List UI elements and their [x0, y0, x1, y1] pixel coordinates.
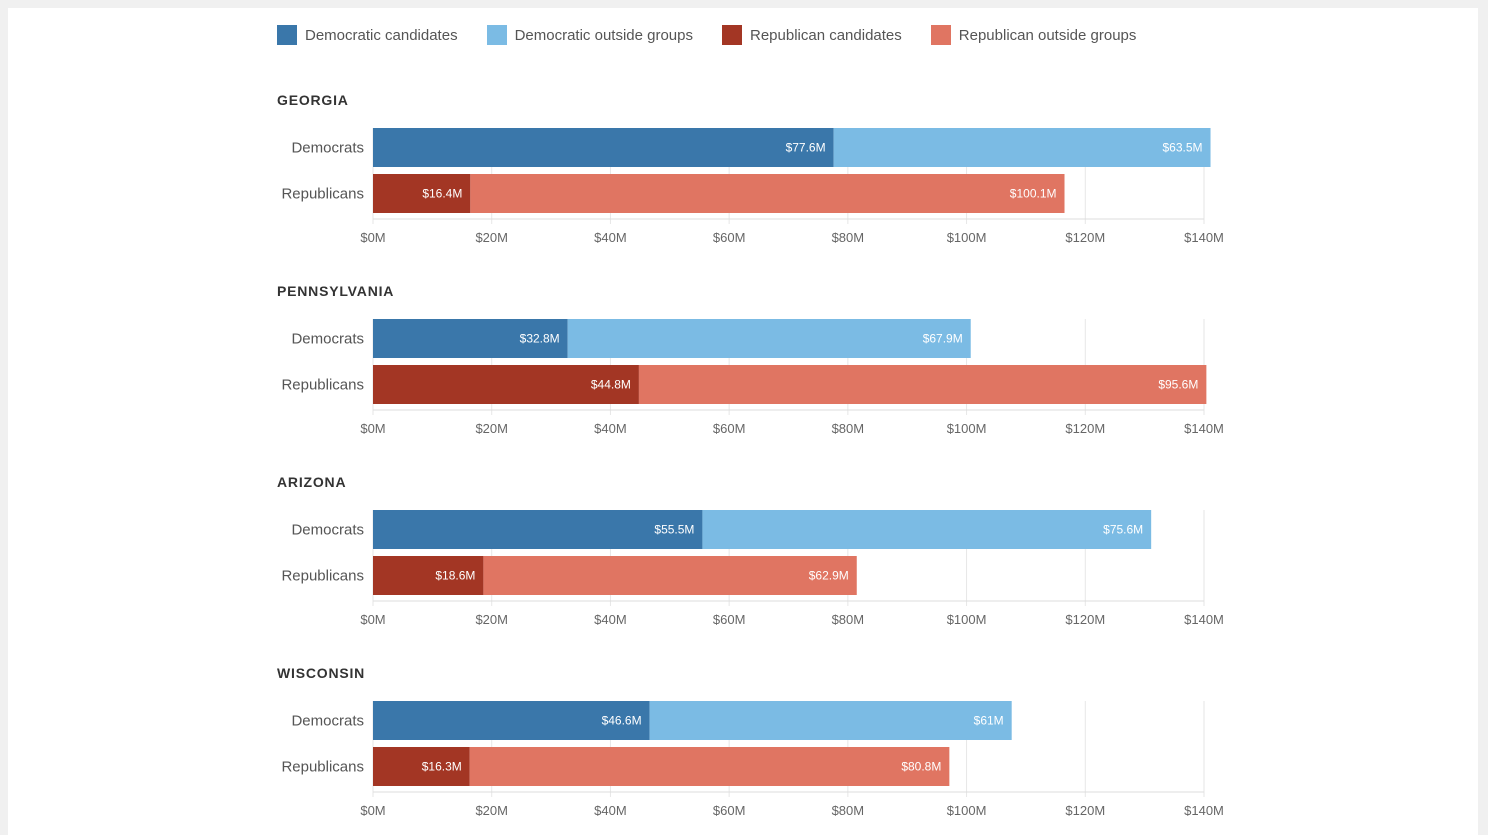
- x-tick-label: $40M: [594, 803, 627, 818]
- data-label: $16.4M: [422, 187, 462, 201]
- data-label: $80.8M: [901, 760, 941, 774]
- legend-swatch-democratic-outside-groups: [486, 25, 507, 45]
- x-tick-label: $140M: [1184, 803, 1224, 818]
- bar-segment-democratic-candidates: [373, 319, 568, 358]
- bar-segment-republican-candidates: [373, 747, 470, 786]
- bar-segment-republican-outside-groups: [470, 174, 1065, 213]
- x-tick-label: $0M: [360, 612, 385, 627]
- row-label-republicans: Republicans: [281, 186, 364, 203]
- bar-segment-republican-candidates: [373, 174, 471, 213]
- x-tick-label: $60M: [713, 803, 746, 818]
- data-label: $61M: [974, 714, 1004, 728]
- bar-segment-democratic-candidates: [373, 128, 834, 167]
- bar-segment-democratic-outside-groups: [702, 510, 1152, 549]
- data-label: $95.6M: [1158, 378, 1198, 392]
- panel-title-wisconsin: WISCONSIN: [277, 665, 365, 681]
- data-label: $18.6M: [435, 569, 475, 583]
- legend-swatch-democratic-candidates: [277, 25, 297, 45]
- x-tick-label: $0M: [360, 803, 385, 818]
- row-label-republicans: Republicans: [281, 759, 364, 776]
- chart-legend: Democratic candidates Democratic outside…: [277, 25, 1165, 45]
- x-tick-label: $20M: [475, 803, 508, 818]
- x-tick-label: $20M: [475, 612, 508, 627]
- x-tick-label: $0M: [360, 230, 385, 245]
- legend-swatch-republican-candidates: [722, 25, 742, 45]
- bar-segment-democratic-outside-groups: [833, 128, 1211, 167]
- legend-item-republican-candidates: Republican candidates: [722, 25, 902, 45]
- row-label-democrats: Democrats: [291, 522, 364, 539]
- row-label-democrats: Democrats: [291, 713, 364, 730]
- bar-segment-republican-outside-groups: [638, 365, 1207, 404]
- row-label-democrats: Democrats: [291, 140, 364, 157]
- legend-label: Republican candidates: [750, 26, 902, 44]
- data-label: $75.6M: [1103, 523, 1143, 537]
- x-tick-label: $120M: [1065, 612, 1105, 627]
- data-label: $16.3M: [422, 760, 462, 774]
- x-tick-label: $80M: [832, 421, 865, 436]
- legend-item-democratic-candidates: Democratic candidates: [277, 25, 458, 45]
- x-tick-label: $100M: [947, 612, 987, 627]
- x-tick-label: $60M: [713, 421, 746, 436]
- x-tick-label: $80M: [832, 230, 865, 245]
- bar-segment-republican-outside-groups: [483, 556, 857, 595]
- data-label: $44.8M: [591, 378, 631, 392]
- data-label: $63.5M: [1162, 141, 1202, 155]
- x-tick-label: $100M: [947, 803, 987, 818]
- panel-title-pennsylvania: PENNSYLVANIA: [277, 283, 394, 299]
- legend-label: Democratic outside groups: [514, 26, 693, 44]
- legend-label: Republican outside groups: [958, 26, 1137, 44]
- x-tick-label: $120M: [1065, 803, 1105, 818]
- bar-segment-republican-candidates: [373, 556, 484, 595]
- bar-segment-democratic-candidates: [373, 510, 703, 549]
- x-tick-label: $140M: [1184, 612, 1224, 627]
- x-tick-label: $0M: [360, 421, 385, 436]
- data-label: $100.1M: [1010, 187, 1057, 201]
- data-label: $77.6M: [786, 141, 826, 155]
- bar-segment-republican-candidates: [373, 365, 639, 404]
- x-tick-label: $100M: [947, 421, 987, 436]
- data-label: $55.5M: [654, 523, 694, 537]
- x-tick-label: $40M: [594, 230, 627, 245]
- row-label-republicans: Republicans: [281, 568, 364, 585]
- x-tick-label: $140M: [1184, 421, 1224, 436]
- panel-title-georgia: GEORGIA: [277, 92, 349, 108]
- row-label-republicans: Republicans: [281, 377, 364, 394]
- x-tick-label: $100M: [947, 230, 987, 245]
- data-label: $62.9M: [809, 569, 849, 583]
- row-label-democrats: Democrats: [291, 331, 364, 348]
- bar-segment-republican-outside-groups: [469, 747, 950, 786]
- x-tick-label: $40M: [594, 421, 627, 436]
- x-tick-label: $140M: [1184, 230, 1224, 245]
- x-tick-label: $20M: [475, 230, 508, 245]
- x-tick-label: $40M: [594, 612, 627, 627]
- legend-label: Democratic candidates: [305, 26, 458, 44]
- bar-segment-democratic-outside-groups: [567, 319, 971, 358]
- data-label: $46.6M: [602, 714, 642, 728]
- data-label: $67.9M: [923, 332, 963, 346]
- legend-item-democratic-outside-groups: Democratic outside groups: [486, 25, 693, 45]
- x-tick-label: $60M: [713, 230, 746, 245]
- x-tick-label: $120M: [1065, 230, 1105, 245]
- legend-swatch-republican-outside-groups: [930, 25, 951, 45]
- x-tick-label: $80M: [832, 612, 865, 627]
- x-tick-label: $60M: [713, 612, 746, 627]
- x-tick-label: $120M: [1065, 421, 1105, 436]
- panel-title-arizona: ARIZONA: [277, 474, 346, 490]
- legend-item-republican-outside-groups: Republican outside groups: [930, 25, 1137, 45]
- x-tick-label: $20M: [475, 421, 508, 436]
- x-tick-label: $80M: [832, 803, 865, 818]
- bar-segment-democratic-outside-groups: [649, 701, 1012, 740]
- data-label: $32.8M: [520, 332, 560, 346]
- bar-segment-democratic-candidates: [373, 701, 650, 740]
